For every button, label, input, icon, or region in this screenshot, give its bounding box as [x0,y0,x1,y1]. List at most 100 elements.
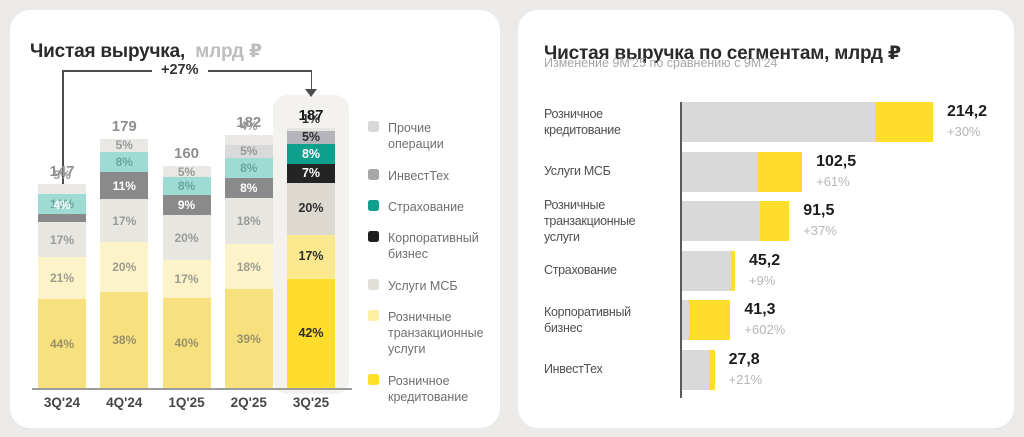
segment-value-group: 45,2 +9% [749,252,780,288]
x-tick-2q25: 2Q'25 [230,395,267,410]
stacked-bar-3q24: 5% 10% 4% 17% 21% 44% [38,169,86,388]
segment-bar-previous-period [682,151,757,192]
segment-bar-growth [875,102,933,142]
segment-value: 27,8 [728,350,760,368]
segment-bar [682,250,735,291]
segment-other: 5% [38,169,86,195]
segment-corporate: 11% [100,171,149,200]
bar-total-1q25: 160 [173,145,200,162]
segment-corporate: 4% [38,199,86,223]
segment-row-label: Розничное кредитование [544,106,621,137]
segment-other: 1% [287,112,335,131]
legend-item-smb: Услуги МСБ [368,278,490,294]
legend-swatch-transactional [368,309,379,321]
growth-bracket-right [310,70,312,90]
legend-swatch-corporate [368,231,379,242]
growth-bracket-left [62,70,64,184]
segment-smb: 18% [224,198,273,244]
legend-swatch-other [368,121,379,132]
stacked-bar-chart: +27% 147 5% 10% 4% 17% 21% 44% 3Q'24 179 5% 8% 11% 1… [10,10,500,428]
segment-row-label: Страхование [544,263,617,278]
legend-item-other: Прочие операции [368,120,490,153]
segment-lending: 42% [287,278,335,388]
segment-transactional: 20% [100,242,149,293]
segment-other: 5% [100,139,149,152]
segment-transactional: 21% [38,256,86,300]
segment-growth-label: +61% [816,173,850,189]
segment-value: 45,2 [748,251,781,269]
segments-subtitle: Изменение 9М'25 по сравнению с 9М'24 [544,56,778,70]
legend-label-smb: Услуги МСБ [388,278,458,293]
legend-item-investtech: ИнвестТех [368,168,490,184]
growth-bracket-arrow-icon [305,89,317,97]
segment-bar-growth [730,250,735,291]
segment-row-label: Услуги МСБ [544,164,611,179]
segment-bar-growth [688,300,731,340]
segments-bar-chart: Розничное кредитование 214,2 +30% Услуги МС… [544,102,1000,402]
legend-item-corporate: Корпоративный бизнес [368,230,490,263]
segment-lending: 39% [224,289,273,388]
x-tick-3q24: 3Q'24 [43,395,81,410]
segment-growth-label: +21% [728,371,763,387]
segment-lending: 40% [162,298,211,388]
segment-other: 5% [162,165,211,178]
bar-total-2q25: 182 [236,114,262,131]
segment-value: 91,5 [803,202,835,219]
segment-bar-previous-period [682,250,731,291]
stacked-bar-1q25: 5% 8% 9% 20% 17% 40% [162,165,211,388]
net-revenue-title-unit: млрд ₽ [195,40,262,62]
segment-insurance: 8% [162,177,211,196]
segment-transactional: 17% [162,260,211,299]
segment-corporate: 9% [162,195,211,216]
segment-row-label: Корпоративный бизнес [544,304,631,335]
segment-corporate: 7% [287,164,335,183]
segment-corporate: 8% [224,177,273,199]
legend-swatch-lending [368,373,379,385]
bar-total-3q24: 147 [49,163,75,180]
stacked-bar-3q25: 1% 5% 8% 7% 20% 17% 42% [287,112,335,388]
segment-insurance: 8% [100,151,149,172]
segment-bar [682,300,731,340]
legend-label-transactional: Розничные транзакционные услуги [388,309,484,357]
x-tick-1q25: 1Q'25 [168,395,205,410]
segment-smb: 20% [162,215,211,261]
segment-growth-label: +602% [744,322,786,337]
segment-value-group: 41,3 +602% [744,301,785,337]
segments-title: Чистая выручка по сегментам, млрд ₽ [544,42,901,64]
chart-legend: Прочие операции ИнвестТех Страхование Корпо… [368,120,490,405]
segment-row-3: Страхование 45,2 +9% [544,250,1000,291]
legend-swatch-insurance [368,199,379,211]
legend-swatch-investtech [368,168,379,180]
segment-value: 41,3 [744,301,776,318]
segment-bar-growth [760,201,790,241]
segment-value-group: 102,5 +61% [816,153,856,189]
segment-smb: 20% [287,182,335,235]
segment-bar [682,349,715,390]
segment-investtech: 5% [287,130,335,144]
segment-row-0: Розничное кредитование 214,2 +30% [544,102,1000,142]
segment-insurance: 8% [224,157,273,178]
segment-bar [682,102,933,142]
segment-lending: 38% [100,292,149,388]
segment-insurance: 10% [38,194,86,215]
stacked-bar-2q25: 4% 5% 8% 8% 18% 18% 39% [224,120,273,388]
segment-row-5: ИнвестТех 27,8 +21% [544,349,1000,390]
segment-bar-growth [708,349,715,390]
segment-value: 102,5 [816,152,857,170]
segment-growth-label: +9% [748,272,776,288]
segment-growth-label: +37% [803,223,837,238]
x-tick-4q24: 4Q'24 [106,395,143,410]
net-revenue-title-text: Чистая выручка, [30,40,186,62]
segments-revenue-card: Чистая выручка по сегментам, млрд ₽ Изме… [518,10,1014,428]
segment-growth-label: +30% [947,124,981,139]
legend-item-transactional: Розничные транзакционные услуги [368,309,490,358]
segment-row-4: Корпоративный бизнес 41,3 +602% [544,300,1000,340]
legend-label-insurance: Страхование [388,199,465,214]
legend-item-insurance: Страхование [368,199,490,215]
segment-other: 4% [224,120,273,146]
legend-label-lending: Розничное кредитование [388,373,469,404]
segment-smb: 17% [100,199,149,243]
net-revenue-card: Чистая выручка, млрд ₽ +27% 147 5% 10% 4% 17… [10,10,500,428]
legend-label-other: Прочие операции [388,121,444,152]
y-axis-line [680,102,682,398]
